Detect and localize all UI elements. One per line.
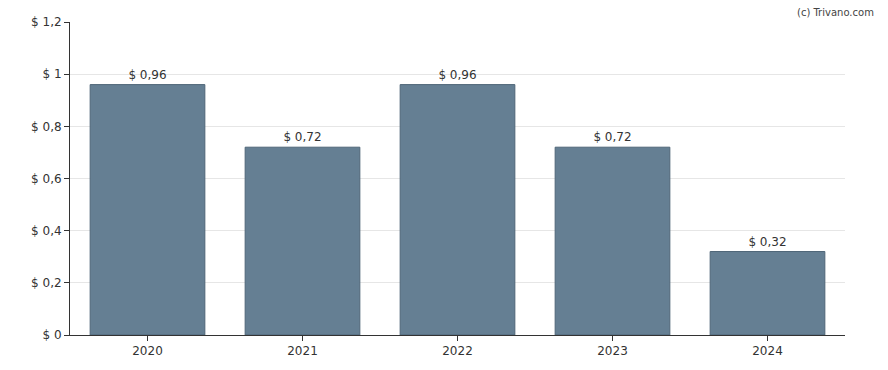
svg-text:$ 0,2: $ 0,2 (31, 276, 62, 290)
svg-text:$ 1,2: $ 1,2 (31, 15, 62, 29)
svg-text:2023: 2023 (597, 344, 628, 358)
svg-text:$ 0,96: $ 0,96 (128, 68, 166, 82)
svg-text:$ 0: $ 0 (43, 328, 62, 342)
svg-text:2020: 2020 (132, 344, 163, 358)
svg-text:2021: 2021 (287, 344, 318, 358)
svg-text:$ 1: $ 1 (43, 67, 62, 81)
svg-text:2022: 2022 (442, 344, 473, 358)
svg-text:$ 0,8: $ 0,8 (31, 120, 62, 134)
svg-text:$ 0,72: $ 0,72 (593, 130, 631, 144)
svg-text:$ 0,96: $ 0,96 (438, 68, 476, 82)
svg-text:2024: 2024 (752, 344, 783, 358)
svg-text:$ 0,4: $ 0,4 (31, 224, 62, 238)
svg-text:$ 0,32: $ 0,32 (748, 235, 786, 249)
svg-text:$ 0,6: $ 0,6 (31, 172, 62, 186)
svg-text:$ 0,72: $ 0,72 (283, 130, 321, 144)
svg-text:(c) Trivano.com: (c) Trivano.com (797, 7, 874, 18)
